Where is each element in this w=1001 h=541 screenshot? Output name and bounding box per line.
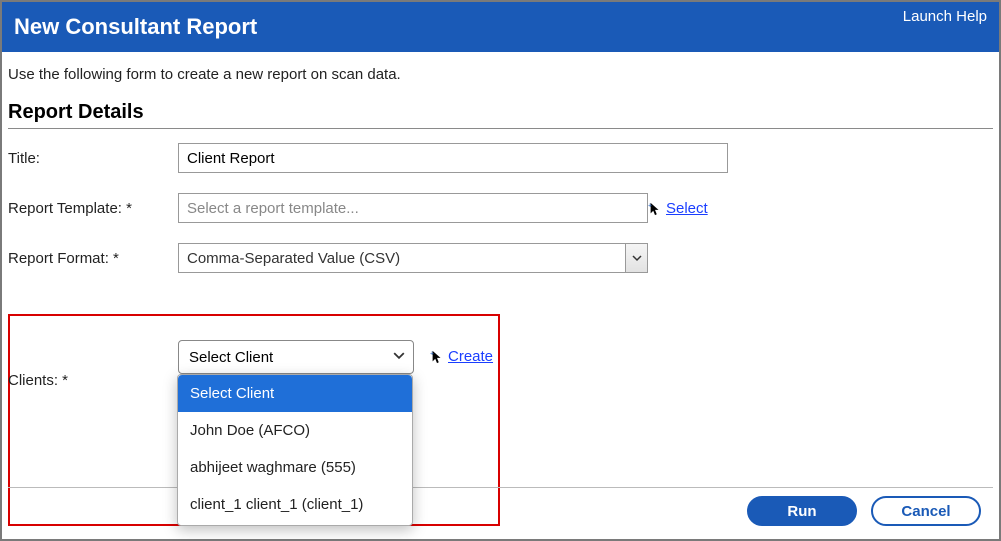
form-area: Title: Report Template: * Select a repor… bbox=[2, 143, 999, 273]
clients-label: Clients: * bbox=[8, 372, 178, 389]
row-template: Report Template: * Select a report templ… bbox=[8, 193, 993, 223]
page-title: New Consultant Report bbox=[14, 14, 257, 40]
template-select[interactable]: Select a report template... bbox=[178, 193, 648, 223]
header-bar: New Consultant Report Launch Help bbox=[2, 2, 999, 52]
section-title: Report Details bbox=[8, 101, 993, 124]
client-option[interactable]: John Doe (AFCO) bbox=[178, 412, 412, 449]
cancel-button[interactable]: Cancel bbox=[871, 496, 981, 526]
svg-text:+: + bbox=[648, 202, 652, 209]
format-label: Report Format: * bbox=[8, 250, 178, 267]
section-divider bbox=[8, 128, 993, 129]
button-bar: Run Cancel bbox=[747, 496, 981, 526]
format-value: Comma-Separated Value (CSV) bbox=[187, 250, 400, 267]
create-cursor-icon: + bbox=[430, 348, 446, 364]
title-label: Title: bbox=[8, 150, 178, 167]
row-format: Report Format: * Comma-Separated Value (… bbox=[8, 243, 993, 273]
template-placeholder: Select a report template... bbox=[187, 200, 359, 217]
intro-text: Use the following form to create a new r… bbox=[2, 52, 999, 101]
chevron-down-icon bbox=[393, 349, 405, 366]
launch-help-link[interactable]: Launch Help bbox=[903, 8, 987, 25]
chevron-down-icon bbox=[625, 244, 647, 272]
client-option[interactable]: Select Client bbox=[178, 375, 412, 412]
format-select[interactable]: Comma-Separated Value (CSV) bbox=[178, 243, 648, 273]
client-option[interactable]: client_1 client_1 (client_1) bbox=[178, 486, 412, 523]
run-button[interactable]: Run bbox=[747, 496, 857, 526]
client-create-link[interactable]: Create bbox=[448, 348, 493, 365]
client-select[interactable]: Select Client bbox=[178, 340, 414, 374]
client-option[interactable]: abhijeet waghmare (555) bbox=[178, 449, 412, 486]
template-select-link[interactable]: Select bbox=[666, 200, 708, 217]
client-select-value: Select Client bbox=[189, 349, 273, 366]
title-input[interactable] bbox=[178, 143, 728, 173]
select-cursor-icon: + bbox=[648, 200, 664, 216]
row-title: Title: bbox=[8, 143, 993, 173]
template-label: Report Template: * bbox=[8, 200, 178, 217]
svg-text:+: + bbox=[430, 351, 434, 358]
client-dropdown: Select Client John Doe (AFCO) abhijeet w… bbox=[177, 374, 413, 526]
footer-divider bbox=[8, 487, 993, 488]
